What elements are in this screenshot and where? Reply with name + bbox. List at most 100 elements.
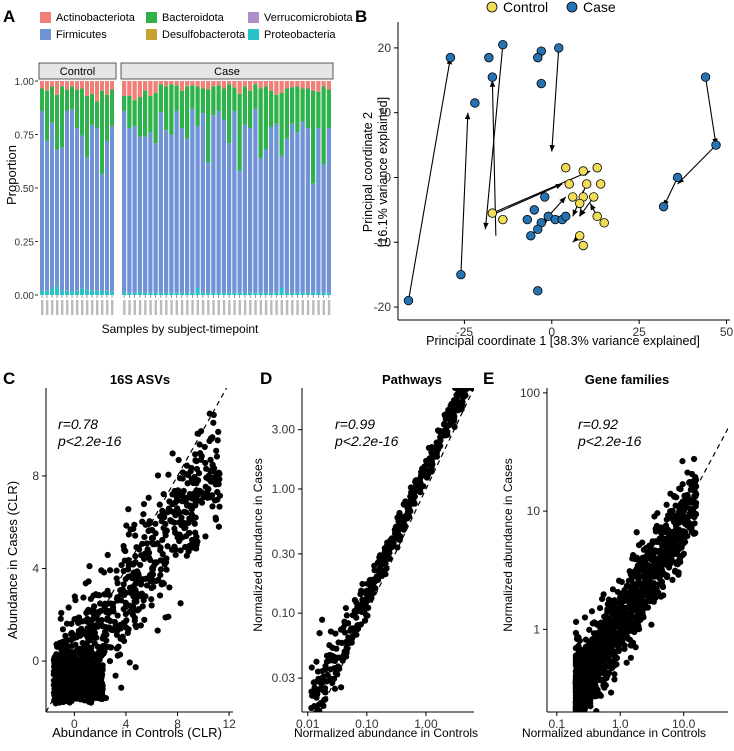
panel-b-pcoa: Control Case Principal coordinate 2 [16.… bbox=[361, 0, 733, 348]
data-point bbox=[215, 428, 222, 435]
data-point bbox=[176, 519, 183, 526]
data-point bbox=[688, 470, 696, 478]
data-point bbox=[578, 707, 585, 712]
bar-segment-firmicutes bbox=[242, 124, 247, 293]
data-point bbox=[676, 545, 683, 552]
data-point bbox=[663, 572, 670, 579]
bar-segment-proteobacteria bbox=[185, 292, 190, 295]
x-tick-label-placeholder bbox=[154, 300, 158, 315]
data-point bbox=[672, 514, 680, 522]
data-point bbox=[371, 575, 379, 583]
data-point bbox=[185, 519, 192, 526]
x-tick-label-placeholder bbox=[249, 300, 252, 315]
stacked-bar bbox=[179, 81, 184, 315]
case-point bbox=[540, 192, 550, 202]
data-point bbox=[447, 417, 454, 424]
data-point bbox=[168, 546, 176, 553]
data-point bbox=[574, 744, 580, 750]
bar-segment-actinobacteriota bbox=[253, 81, 258, 85]
data-point bbox=[630, 580, 637, 587]
data-point bbox=[677, 486, 684, 493]
bar-segment-actinobacteriota bbox=[227, 81, 232, 85]
bar-segment-proteobacteria bbox=[127, 292, 132, 295]
stacked-bar bbox=[248, 81, 253, 315]
data-point bbox=[581, 685, 588, 692]
data-point bbox=[689, 485, 696, 492]
data-point bbox=[183, 509, 190, 516]
bar-segment-bacteroidota bbox=[75, 89, 79, 129]
bar-segment-proteobacteria bbox=[221, 292, 226, 295]
data-point bbox=[159, 536, 166, 544]
data-point bbox=[125, 626, 132, 633]
data-point bbox=[364, 580, 371, 587]
panel-label-c: C bbox=[3, 369, 15, 388]
data-point bbox=[61, 655, 68, 663]
bar-segment-bacteroidota bbox=[90, 93, 94, 125]
bar-segment-actinobacteriota bbox=[242, 81, 247, 87]
panel-e-r-value: r=0.92 bbox=[578, 416, 618, 432]
data-point bbox=[620, 593, 627, 600]
data-point bbox=[632, 572, 639, 579]
data-point bbox=[388, 535, 395, 542]
data-point bbox=[125, 531, 132, 538]
bar-segment-firmicutes bbox=[232, 110, 237, 293]
x-tick-label: 4 bbox=[123, 717, 130, 731]
data-point bbox=[96, 600, 104, 607]
data-point bbox=[188, 536, 196, 544]
x-tick-label-placeholder bbox=[101, 300, 104, 315]
data-point bbox=[693, 491, 700, 498]
bar-segment-firmicutes bbox=[122, 110, 127, 293]
data-point bbox=[181, 525, 188, 532]
bar-segment-proteobacteria bbox=[40, 290, 44, 295]
data-point bbox=[357, 591, 364, 598]
data-point bbox=[83, 679, 90, 687]
data-point bbox=[183, 552, 190, 559]
data-point bbox=[594, 716, 600, 722]
data-point bbox=[619, 640, 626, 647]
data-point bbox=[343, 612, 350, 619]
data-point bbox=[380, 557, 388, 564]
data-point bbox=[617, 619, 625, 626]
legend-marker-case bbox=[566, 1, 578, 13]
data-point bbox=[628, 642, 635, 649]
data-point bbox=[213, 453, 221, 460]
data-point bbox=[198, 453, 205, 460]
data-point bbox=[100, 569, 108, 576]
data-point bbox=[126, 659, 133, 666]
x-tick-label-placeholder bbox=[46, 300, 49, 315]
data-point bbox=[467, 366, 473, 372]
stacked-bar bbox=[279, 81, 284, 315]
x-tick-label: 10.0 bbox=[672, 717, 696, 731]
x-tick-label-placeholder bbox=[175, 300, 179, 315]
bar-segment-bacteroidota bbox=[100, 90, 104, 175]
bar-segment-actinobacteriota bbox=[269, 81, 274, 91]
panel-d-xlabel: Normalized abundance in Controls bbox=[294, 726, 478, 740]
bar-segment-proteobacteria bbox=[248, 292, 253, 295]
x-tick-label-placeholder bbox=[312, 300, 315, 315]
bar-segment-bacteroidota bbox=[158, 84, 163, 113]
data-point bbox=[126, 608, 134, 615]
bar-segment-actinobacteriota bbox=[326, 81, 331, 90]
panel-c-ylabel: Abundance in Cases (CLR) bbox=[5, 481, 20, 639]
data-point bbox=[132, 532, 139, 539]
data-point bbox=[377, 552, 384, 559]
bar-segment-firmicutes bbox=[110, 125, 114, 292]
x-tick-label: 0.01 bbox=[296, 717, 320, 731]
data-point bbox=[583, 713, 589, 719]
bar-segment-bacteroidota bbox=[200, 88, 205, 114]
data-point bbox=[86, 620, 94, 627]
bar-segment-firmicutes bbox=[90, 124, 94, 291]
x-tick-label-placeholder bbox=[81, 300, 84, 315]
data-point bbox=[658, 578, 666, 585]
data-point bbox=[619, 611, 627, 618]
bar-segment-proteobacteria bbox=[60, 290, 64, 295]
data-point bbox=[588, 608, 596, 615]
panel-a-ytick-label: 0.25 bbox=[15, 238, 35, 249]
data-point bbox=[469, 378, 475, 384]
data-point bbox=[68, 620, 75, 627]
stacked-bar bbox=[148, 81, 153, 315]
control-point bbox=[578, 240, 588, 251]
data-point bbox=[168, 518, 175, 525]
data-point bbox=[585, 666, 593, 673]
bar-segment-actinobacteriota bbox=[190, 81, 195, 86]
